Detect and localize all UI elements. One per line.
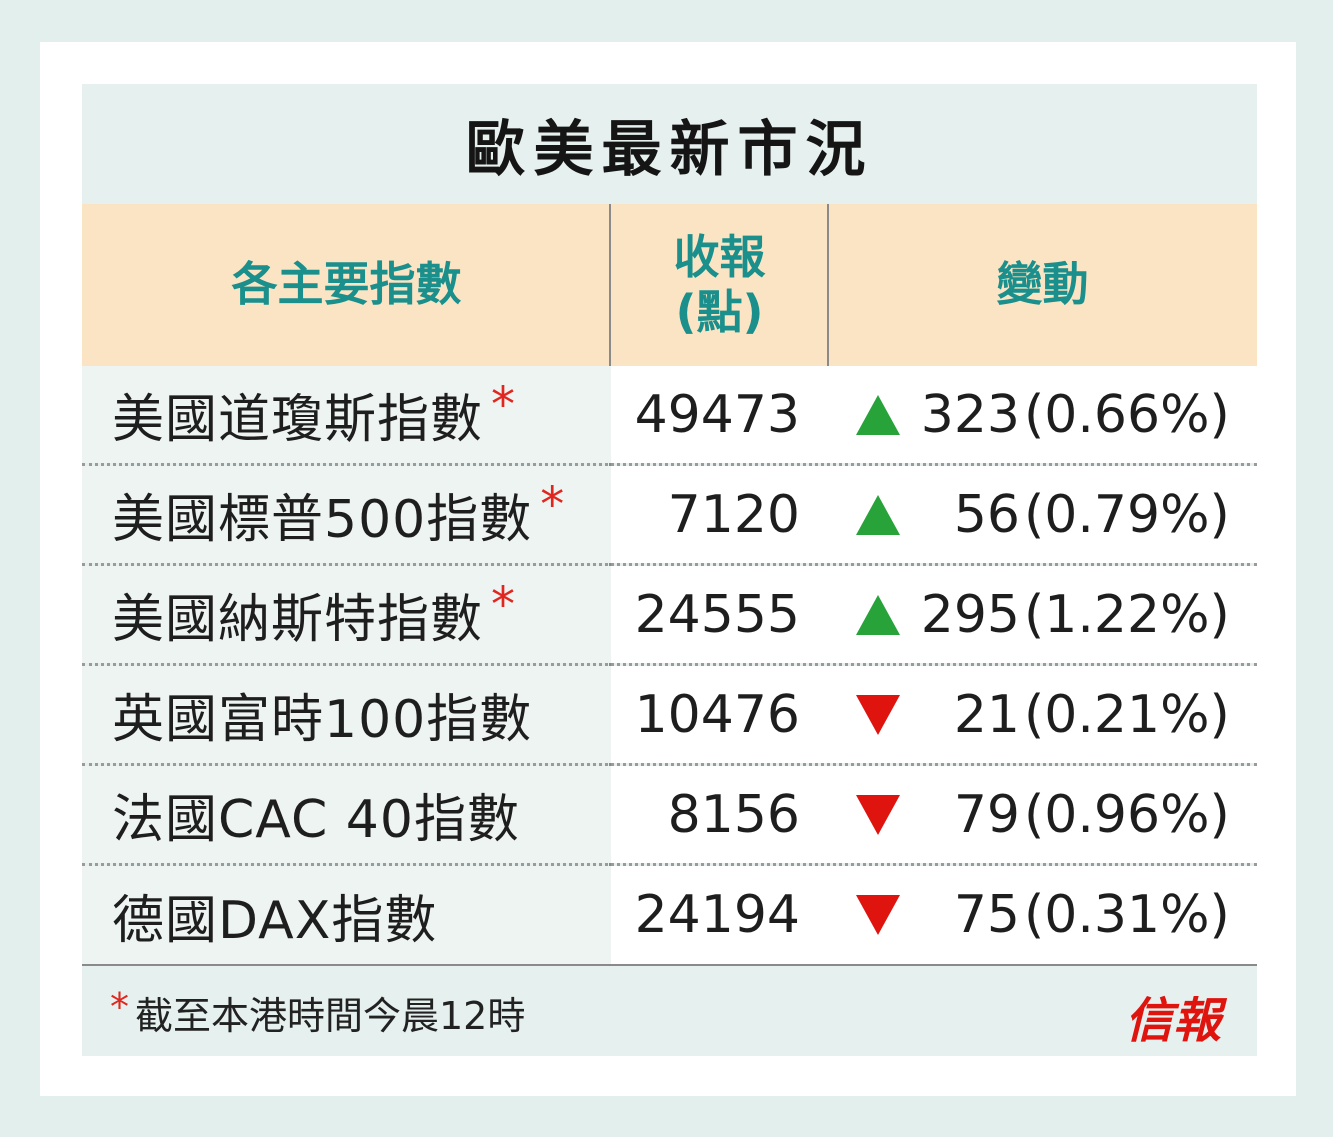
table-row: 美國納斯特指數 * 24555 295 (1.22%) — [82, 566, 1257, 666]
index-name-cell: 德國DAX指數 — [82, 866, 611, 964]
table-row: 英國富時100指數 10476 21 (0.21%) — [82, 666, 1257, 766]
index-name: 美國納斯特指數 — [112, 590, 484, 650]
close-value: 7120 — [611, 466, 828, 563]
change-percent: (1.22%) — [1024, 584, 1230, 645]
change-percent: (0.31%) — [1024, 885, 1230, 945]
header-index: 各主要指數 — [82, 204, 611, 366]
index-table-body: 美國道瓊斯指數 * 49473 323 (0.66%) 美國標普500指數 * … — [82, 366, 1257, 966]
publisher-logo: 信報 — [1125, 993, 1222, 1049]
change-cell: 75 (0.31%) — [828, 866, 1257, 964]
footnote: * 截至本港時間今晨12時 — [110, 985, 525, 1040]
table-row: 德國DAX指數 24194 75 (0.31%) — [82, 866, 1257, 966]
up-arrow-icon — [856, 594, 900, 635]
index-name: 德國DAX指數 — [112, 890, 438, 951]
change-cell: 295 (1.22%) — [828, 566, 1257, 663]
change-cell: 323 (0.66%) — [828, 366, 1257, 463]
footnote-asterisk: * — [110, 984, 129, 1029]
change-points: 79 — [953, 784, 1020, 845]
change-cell: 79 (0.96%) — [828, 766, 1257, 863]
index-name-cell: 英國富時100指數 — [82, 666, 611, 763]
change-percent: (0.96%) — [1024, 784, 1230, 845]
table-header: 各主要指數 收報 (點) 變動 — [82, 204, 1257, 366]
index-name: 法國CAC 40指數 — [112, 790, 520, 850]
change-cell: 56 (0.79%) — [828, 466, 1257, 563]
table-row: 美國道瓊斯指數 * 49473 323 (0.66%) — [82, 366, 1257, 466]
up-arrow-icon — [856, 494, 900, 535]
change-percent: (0.66%) — [1024, 384, 1230, 445]
change-points: 295 — [920, 584, 1020, 645]
header-close: 收報 (點) — [611, 204, 828, 366]
page-title: 歐美最新市況 — [465, 114, 874, 185]
close-value: 24555 — [611, 566, 828, 663]
header-index-label: 各主要指數 — [231, 257, 462, 312]
up-arrow-icon — [856, 394, 900, 435]
index-name: 美國標普500指數 — [112, 490, 533, 550]
header-change-label: 變動 — [996, 257, 1089, 312]
change-points: 21 — [953, 684, 1020, 745]
down-arrow-icon — [856, 694, 900, 735]
asterisk-mark: * — [491, 376, 517, 433]
index-name-cell: 美國納斯特指數 * — [82, 566, 611, 663]
index-name-cell: 法國CAC 40指數 — [82, 766, 611, 863]
footnote-text: 截至本港時間今晨12時 — [135, 994, 526, 1038]
change-points: 75 — [953, 885, 1020, 945]
close-value: 10476 — [611, 666, 828, 763]
asterisk-mark: * — [491, 576, 517, 633]
index-name-cell: 美國標普500指數 * — [82, 466, 611, 563]
header-close-line2: (點) — [675, 285, 764, 339]
index-name: 美國道瓊斯指數 — [112, 390, 484, 450]
asterisk-mark: * — [540, 476, 566, 533]
header-change: 變動 — [828, 204, 1257, 366]
down-arrow-icon — [856, 794, 900, 835]
change-cell: 21 (0.21%) — [828, 666, 1257, 763]
index-name-cell: 美國道瓊斯指數 * — [82, 366, 611, 463]
index-name: 英國富時100指數 — [112, 690, 533, 750]
close-value: 8156 — [611, 766, 828, 863]
change-percent: (0.79%) — [1024, 484, 1230, 545]
change-percent: (0.21%) — [1024, 684, 1230, 745]
table-row: 法國CAC 40指數 8156 79 (0.96%) — [82, 766, 1257, 866]
close-value: 49473 — [611, 366, 828, 463]
close-value: 24194 — [611, 866, 828, 964]
change-points: 323 — [920, 384, 1020, 445]
down-arrow-icon — [856, 895, 900, 935]
change-points: 56 — [953, 484, 1020, 545]
table-row: 美國標普500指數 * 7120 56 (0.79%) — [82, 466, 1257, 566]
header-close-line1: 收報 — [673, 229, 766, 284]
